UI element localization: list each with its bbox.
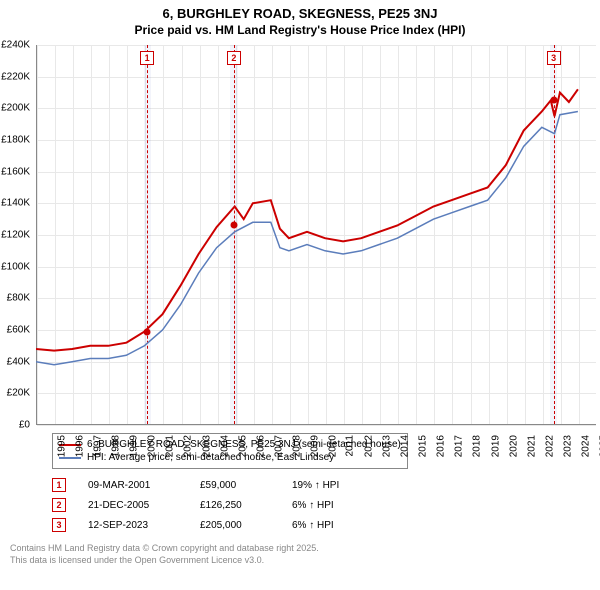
sale-row: 3 12-SEP-2023 £205,000 6% ↑ HPI [52,515,590,535]
x-tick-label: 1996 [74,435,85,457]
sale-number-box: 2 [52,498,66,512]
chart-title: 6, BURGHLEY ROAD, SKEGNESS, PE25 3NJ [0,0,600,21]
y-tick-label: £220K [1,71,30,82]
sale-date: 21-DEC-2005 [88,500,178,511]
y-tick-label: £180K [1,135,30,146]
x-tick-label: 1998 [110,435,121,457]
x-tick-label: 2021 [526,435,537,457]
sales-table: 1 09-MAR-2001 £59,000 19% ↑ HPI 2 21-DEC-2005… [52,475,590,535]
x-tick-label: 1997 [92,435,103,457]
y-tick-label: £100K [1,261,30,272]
x-tick-label: 2009 [309,435,320,457]
x-tick-label: 2012 [363,435,374,457]
series-line [36,89,578,350]
x-tick-label: 2000 [147,435,158,457]
x-tick-label: 2020 [508,435,519,457]
footer-line1: Contains HM Land Registry data © Crown c… [10,543,590,555]
x-tick-label: 2019 [490,435,501,457]
x-tick-label: 2006 [255,435,266,457]
sale-price: £59,000 [200,480,270,491]
x-tick-label: 2017 [454,435,465,457]
chart-plot-area: 123 £0£20K£40K£60K£80K£100K£120K£140K£16… [36,45,596,425]
sale-number-box: 1 [52,478,66,492]
x-tick-label: 1995 [56,435,67,457]
x-tick-label: 2003 [201,435,212,457]
x-tick-label: 2010 [327,435,338,457]
x-tick-label: 2024 [580,435,591,457]
x-tick-label: 2022 [544,435,555,457]
x-tick-label: 1999 [129,435,140,457]
footer-line2: This data is licensed under the Open Gov… [10,555,590,567]
sale-delta: 6% ↑ HPI [292,500,334,511]
sale-date: 09-MAR-2001 [88,480,178,491]
x-tick-label: 2016 [436,435,447,457]
series-line [36,112,578,365]
sale-price: £205,000 [200,520,270,531]
x-tick-label: 2014 [399,435,410,457]
y-tick-label: £240K [1,40,30,51]
x-tick-label: 2004 [219,435,230,457]
y-tick-label: £160K [1,166,30,177]
sale-row: 1 09-MAR-2001 £59,000 19% ↑ HPI [52,475,590,495]
sale-delta: 19% ↑ HPI [292,480,339,491]
sale-delta: 6% ↑ HPI [292,520,334,531]
x-tick-label: 2013 [381,435,392,457]
y-tick-label: £20K [7,388,30,399]
sale-row: 2 21-DEC-2005 £126,250 6% ↑ HPI [52,495,590,515]
y-tick-label: £200K [1,103,30,114]
x-tick-label: 2015 [418,435,429,457]
y-tick-label: £140K [1,198,30,209]
y-tick-label: £80K [7,293,30,304]
x-tick-label: 2001 [165,435,176,457]
sale-price: £126,250 [200,500,270,511]
x-tick-label: 2011 [345,435,356,457]
x-tick-label: 2002 [183,435,194,457]
chart-container: 6, BURGHLEY ROAD, SKEGNESS, PE25 3NJ Pri… [0,0,600,590]
x-tick-label: 2005 [237,435,248,457]
x-tick-label: 2018 [472,435,483,457]
y-tick-label: £60K [7,325,30,336]
x-tick-label: 2007 [273,435,284,457]
footer-attribution: Contains HM Land Registry data © Crown c… [10,543,590,566]
x-tick-label: 2008 [291,435,302,457]
y-tick-label: £0 [19,420,30,431]
chart-subtitle: Price paid vs. HM Land Registry's House … [0,21,600,45]
x-tick-label: 2023 [562,435,573,457]
y-tick-label: £40K [7,356,30,367]
y-tick-label: £120K [1,230,30,241]
sale-number-box: 3 [52,518,66,532]
sale-date: 12-SEP-2023 [88,520,178,531]
